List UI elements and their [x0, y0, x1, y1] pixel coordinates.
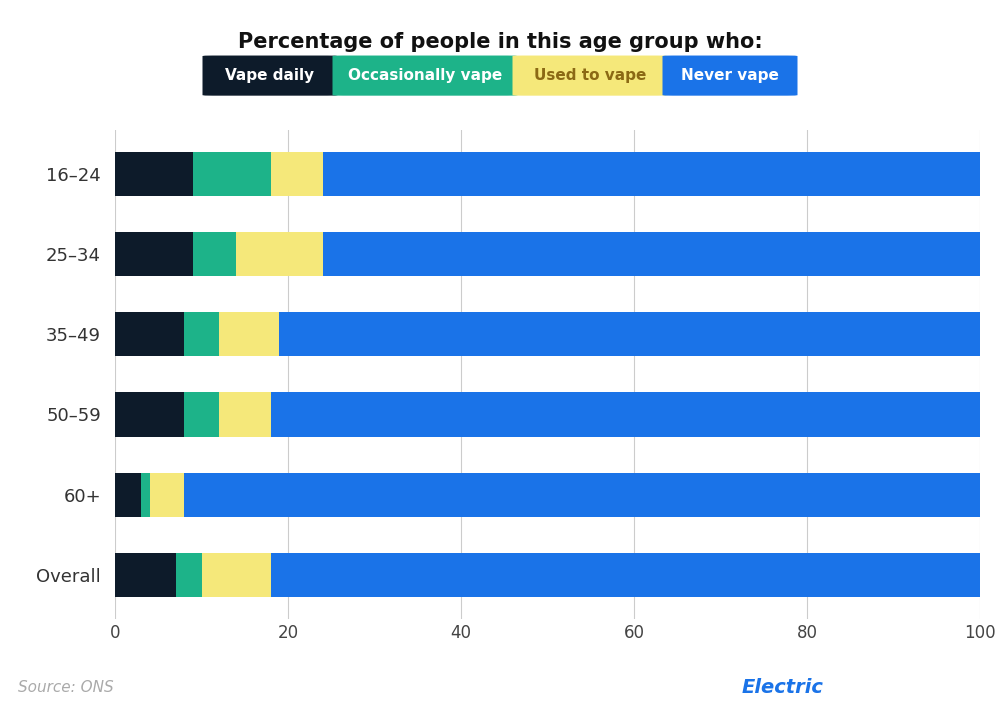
Bar: [271, 392, 980, 436]
Text: Never vape: Never vape: [681, 68, 779, 83]
Bar: [115, 472, 141, 517]
Bar: [176, 553, 202, 597]
Bar: [219, 392, 271, 436]
Bar: [219, 312, 279, 356]
Bar: [115, 232, 193, 276]
FancyBboxPatch shape: [332, 55, 518, 96]
Bar: [323, 152, 980, 196]
Text: Electric: Electric: [741, 678, 823, 697]
Bar: [184, 392, 219, 436]
Text: Percentage of people in this age group who:: Percentage of people in this age group w…: [238, 32, 762, 53]
FancyBboxPatch shape: [512, 55, 668, 96]
Bar: [279, 312, 980, 356]
Text: TOBACCONIST: TOBACCONIST: [822, 678, 978, 697]
FancyBboxPatch shape: [202, 55, 337, 96]
Bar: [193, 232, 236, 276]
Bar: [150, 472, 184, 517]
Text: Vape daily: Vape daily: [225, 68, 315, 83]
Bar: [323, 232, 980, 276]
Bar: [115, 553, 176, 597]
Text: Occasionally vape: Occasionally vape: [348, 68, 502, 83]
FancyBboxPatch shape: [662, 55, 798, 96]
Bar: [184, 312, 219, 356]
Bar: [271, 553, 980, 597]
Bar: [141, 472, 150, 517]
Bar: [115, 392, 184, 436]
Bar: [184, 472, 980, 517]
Bar: [202, 553, 271, 597]
Text: Source: ONS: Source: ONS: [18, 680, 114, 695]
Bar: [236, 232, 323, 276]
Bar: [115, 152, 193, 196]
Bar: [271, 152, 323, 196]
Bar: [193, 152, 271, 196]
Text: Used to vape: Used to vape: [534, 68, 646, 83]
Bar: [115, 312, 184, 356]
